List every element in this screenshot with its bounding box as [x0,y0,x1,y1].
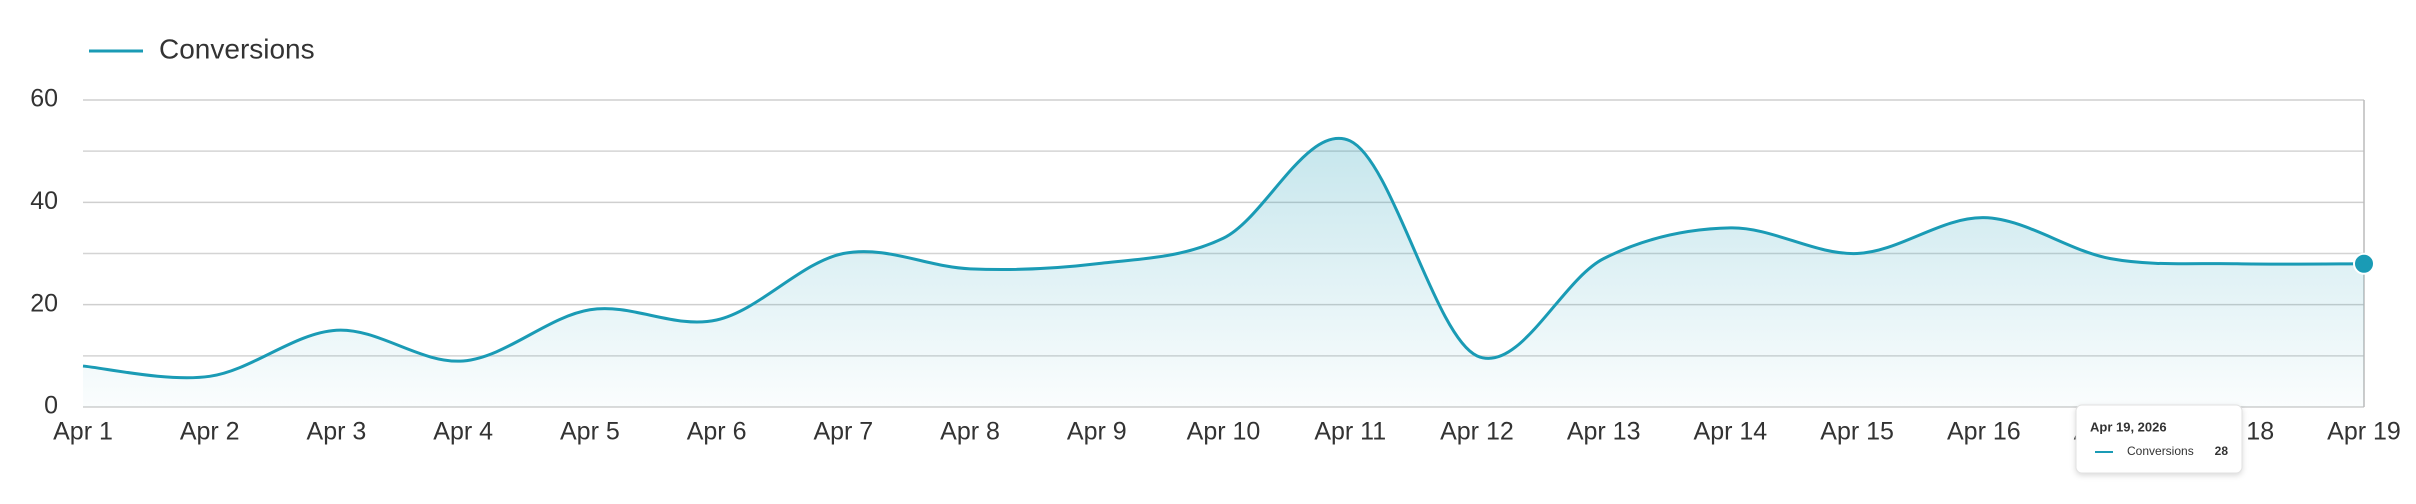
area [83,138,2364,407]
tooltip-series: Conversions [2127,444,2194,458]
x-tick-label: Apr 6 [687,418,747,446]
legend-label: Conversions [159,33,315,64]
tooltip-value: 28 [2215,444,2229,458]
x-tick-label: Apr 14 [1694,418,1768,446]
x-tick-label: Apr 5 [560,418,620,446]
y-tick-label: 40 [30,187,58,215]
tooltip: Apr 19, 2026 Conversions 28 [2075,404,2243,474]
tooltip-title: Apr 19, 2026 [2090,419,2167,434]
active-point [2353,252,2375,275]
x-tick-label: Apr 7 [813,418,873,446]
x-tick-label: Apr 15 [1820,418,1894,446]
x-tick-label: Apr 13 [1567,418,1641,446]
x-tick-label: Apr 4 [433,418,493,446]
plot [82,137,2375,407]
legend: Conversions [89,33,315,64]
x-tick-label: Apr 9 [1067,418,1127,446]
y-tick-label: 60 [30,85,58,113]
line [82,137,2365,380]
x-tick-label: Apr 3 [307,418,367,446]
x-tick-label: Apr 10 [1187,418,1261,446]
x-tick-label: Apr 1 [53,418,113,446]
x-tick-label: Apr 12 [1440,418,1514,446]
y-tick-label: 0 [44,392,58,420]
tooltip-box [2075,404,2243,474]
x-tick-label: Apr 19 [2327,418,2401,446]
x-tick-label: Apr 16 [1947,418,2021,446]
grid: 0 20 40 60 Apr 1 Apr 2 Apr 3 Apr 4 Apr 5 Apr 6 Apr… [30,85,2401,446]
x-tick-label: Apr 8 [940,418,1000,446]
x-tick-label: Apr 2 [180,418,240,446]
x-tick-label: Apr 11 [1314,418,1386,446]
y-tick-label: 20 [30,289,58,317]
